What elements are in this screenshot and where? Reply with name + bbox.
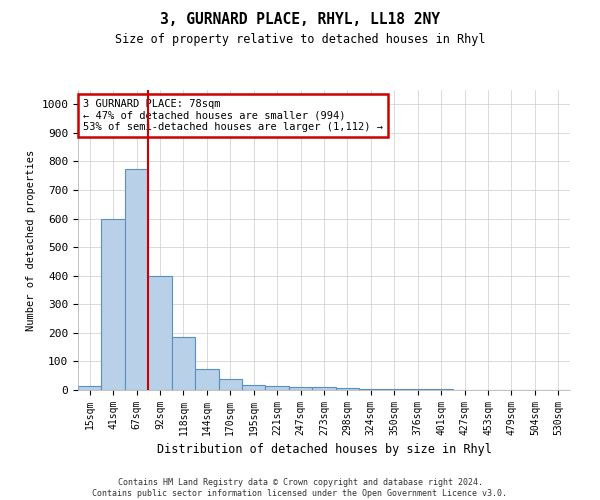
Y-axis label: Number of detached properties: Number of detached properties bbox=[26, 150, 36, 330]
Text: 3, GURNARD PLACE, RHYL, LL18 2NY: 3, GURNARD PLACE, RHYL, LL18 2NY bbox=[160, 12, 440, 28]
Bar bbox=[218, 379, 242, 390]
Bar bbox=[289, 387, 312, 390]
Bar bbox=[406, 389, 430, 390]
Text: Size of property relative to detached houses in Rhyl: Size of property relative to detached ho… bbox=[115, 32, 485, 46]
Text: Contains HM Land Registry data © Crown copyright and database right 2024.
Contai: Contains HM Land Registry data © Crown c… bbox=[92, 478, 508, 498]
X-axis label: Distribution of detached houses by size in Rhyl: Distribution of detached houses by size … bbox=[157, 444, 491, 456]
Bar bbox=[125, 168, 148, 390]
Bar bbox=[148, 276, 172, 390]
Bar bbox=[195, 368, 218, 390]
Bar bbox=[78, 386, 101, 390]
Bar bbox=[383, 389, 406, 390]
Bar bbox=[336, 388, 359, 390]
Text: 3 GURNARD PLACE: 78sqm
← 47% of detached houses are smaller (994)
53% of semi-de: 3 GURNARD PLACE: 78sqm ← 47% of detached… bbox=[83, 99, 383, 132]
Bar bbox=[242, 385, 265, 390]
Bar bbox=[265, 386, 289, 390]
Bar bbox=[172, 337, 195, 390]
Bar bbox=[101, 218, 125, 390]
Bar bbox=[359, 388, 383, 390]
Bar bbox=[312, 387, 336, 390]
